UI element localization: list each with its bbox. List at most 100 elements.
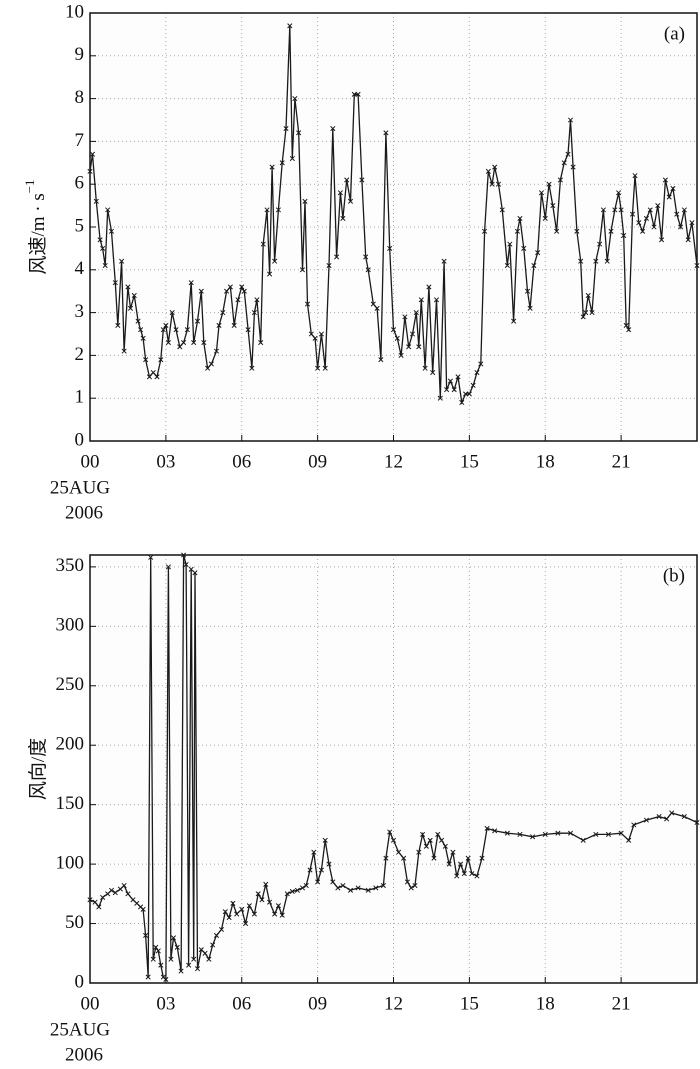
point-marker <box>143 932 149 938</box>
point-marker <box>165 564 171 570</box>
point-marker <box>383 130 389 136</box>
point-marker <box>234 911 240 917</box>
point-marker <box>165 340 171 346</box>
point-marker <box>694 819 700 826</box>
point-marker <box>455 374 461 380</box>
point-marker <box>174 944 180 950</box>
point-marker <box>422 365 428 371</box>
y-tick-label: 0 <box>75 429 85 450</box>
point-marker <box>664 816 670 822</box>
y-tick-label: 250 <box>56 674 85 695</box>
point-marker <box>299 267 306 273</box>
point-marker <box>326 861 332 867</box>
point-marker <box>669 810 675 816</box>
point-marker <box>181 340 187 346</box>
point-marker <box>168 956 174 962</box>
point-marker <box>259 897 265 903</box>
point-marker <box>108 228 115 234</box>
point-marker <box>230 900 236 906</box>
y-tick-label: 2 <box>75 344 85 365</box>
x-tick-label: 18 <box>536 451 555 472</box>
point-marker <box>451 387 457 393</box>
point-marker <box>198 947 204 953</box>
point-marker <box>605 831 612 837</box>
y-tick-label: 350 <box>56 555 85 576</box>
point-marker <box>433 297 440 303</box>
point-marker <box>344 177 350 183</box>
point-marker <box>390 327 397 333</box>
plot-frame <box>89 554 698 984</box>
plot-frame <box>89 12 698 442</box>
y-axis-label: 风速/m · s−1 <box>22 179 49 274</box>
point-marker <box>626 837 632 843</box>
point-marker <box>155 948 161 954</box>
point-marker <box>235 297 241 303</box>
point-marker <box>531 262 537 269</box>
point-marker <box>363 254 369 260</box>
point-marker <box>112 890 118 896</box>
point-marker <box>527 305 533 311</box>
point-marker <box>681 814 687 820</box>
point-marker <box>304 301 311 307</box>
point-marker <box>374 305 380 311</box>
x-tick-label: 21 <box>612 451 631 472</box>
point-marker <box>115 322 121 328</box>
point-marker <box>681 207 687 213</box>
point-marker <box>105 207 111 213</box>
point-marker <box>289 888 295 895</box>
y-tick-label: 100 <box>56 852 85 873</box>
point-marker <box>335 885 341 891</box>
point-marker <box>470 382 476 388</box>
point-marker <box>437 395 443 401</box>
point-marker <box>340 215 346 221</box>
date-label: 2006 <box>65 502 103 523</box>
point-marker <box>315 879 321 885</box>
point-marker <box>401 855 407 861</box>
point-marker <box>647 207 653 213</box>
point-marker <box>597 241 603 247</box>
point-marker <box>450 849 456 855</box>
point-marker <box>643 215 649 221</box>
point-marker <box>416 849 422 855</box>
point-marker <box>542 831 548 837</box>
point-marker <box>125 284 131 290</box>
point-marker <box>308 331 314 337</box>
point-marker <box>580 837 586 843</box>
point-marker <box>287 23 293 29</box>
point-marker <box>169 310 175 316</box>
point-marker <box>504 262 510 269</box>
point-marker <box>351 91 357 97</box>
point-marker <box>380 882 386 889</box>
point-marker <box>275 207 281 213</box>
point-marker <box>404 879 410 885</box>
point-marker <box>378 357 384 363</box>
point-marker <box>420 831 426 837</box>
point-marker <box>431 855 437 861</box>
point-marker <box>318 331 324 337</box>
point-marker <box>177 344 183 350</box>
point-marker <box>427 837 433 843</box>
point-marker <box>100 894 106 900</box>
point-marker <box>373 885 379 891</box>
point-marker <box>96 904 102 910</box>
point-marker <box>457 861 464 867</box>
point-marker <box>585 292 591 299</box>
point-marker <box>454 873 460 879</box>
point-marker <box>365 267 371 273</box>
point-marker <box>205 365 211 371</box>
point-marker <box>117 886 123 892</box>
point-marker <box>459 399 465 406</box>
point-marker <box>340 882 346 889</box>
point-marker <box>100 245 106 251</box>
point-marker <box>655 203 661 209</box>
point-marker <box>263 881 269 887</box>
point-marker <box>618 207 624 213</box>
date-label: 2006 <box>65 1044 103 1065</box>
point-marker <box>492 164 498 170</box>
point-marker <box>173 327 179 333</box>
point-marker <box>226 915 232 921</box>
point-marker <box>251 911 257 917</box>
point-marker <box>241 288 247 294</box>
y-tick-label: 50 <box>65 912 84 933</box>
point-marker <box>629 211 636 217</box>
